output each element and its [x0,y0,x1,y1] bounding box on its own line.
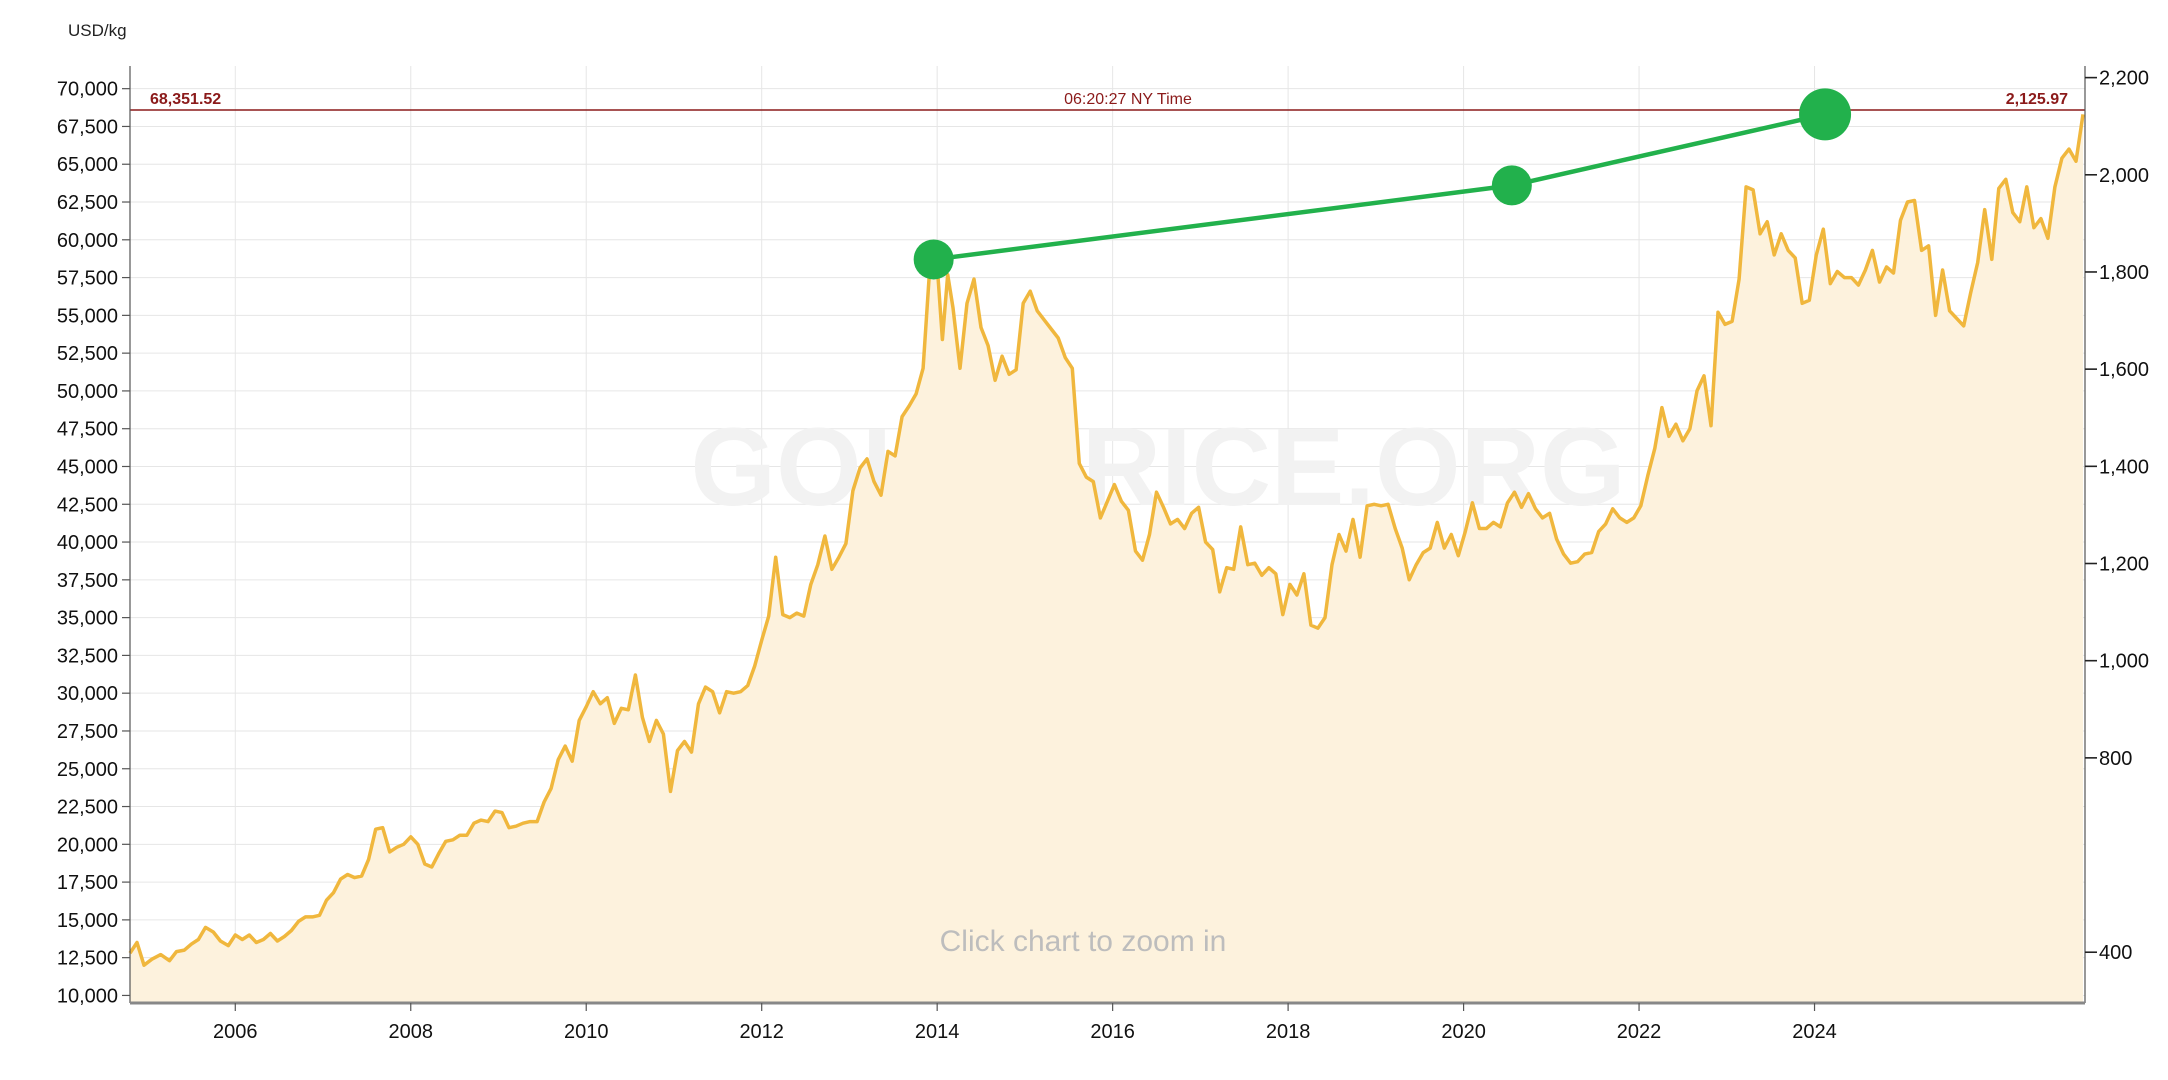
y-right-tick-label: 1,000 [2099,651,2149,673]
y-left-tick-label: 30,000 [57,683,118,705]
y-left-tick-label: 32,500 [57,645,118,667]
x-tick-label: 2014 [915,1021,960,1043]
y-right-tick-label: 1,800 [2099,262,2149,284]
current-time: 06:20:27 NY Time [1064,91,1192,108]
y-left-tick-label: 10,000 [57,985,118,1007]
unit-label: USD/kg [68,21,127,40]
y-left-tick-label: 12,500 [57,948,118,970]
y-left-tick-label: 50,000 [57,381,118,403]
x-tick-label: 2008 [389,1021,434,1043]
x-tick-label: 2024 [1792,1021,1837,1043]
x-tick-label: 2016 [1090,1021,1135,1043]
y-left-tick-label: 52,500 [57,343,118,365]
y-left-tick-label: 17,500 [57,872,118,894]
y-axis-left: 10,000 12,500 15,000 17,500 20,000 22,500 25,0… [57,79,130,1007]
y-left-tick-label: 45,000 [57,456,118,478]
y-left-tick-label: 42,500 [57,494,118,516]
price-line [128,114,2085,967]
x-tick-label: 2012 [739,1021,784,1043]
trend-markers [913,88,1852,280]
y-left-tick-label: 20,000 [57,834,118,856]
y-left-tick-label: 25,000 [57,759,118,781]
y-right-tick-label: 1,600 [2099,359,2149,381]
x-tick-label: 2010 [564,1021,609,1043]
y-left-tick-label: 35,000 [57,608,118,630]
y-left-tick-label: 27,500 [57,721,118,743]
zoom-hint[interactable]: Click chart to zoom in [940,925,1227,958]
x-axis: 2006 2008 2010 2012 2014 2016 2018 2020 2022 2024 [213,1003,1837,1043]
y-right-tick-label: 2,200 [2099,68,2149,90]
x-tick-label: 2018 [1266,1021,1311,1043]
y-left-tick-label: 55,000 [57,305,118,327]
y-left-tick-label: 47,500 [57,419,118,441]
y-left-tick-label: 57,500 [57,268,118,290]
y-left-tick-label: 65,000 [57,154,118,176]
x-tick-label: 2006 [213,1021,258,1043]
trend-marker [1491,165,1532,206]
x-tick-label: 2020 [1441,1021,1486,1043]
y-left-tick-label: 67,500 [57,116,118,138]
current-value-right: 2,125.97 [2006,91,2068,108]
y-right-tick-label: 2,000 [2099,165,2149,187]
trend-line-segment [1511,112,1826,188]
y-left-tick-label: 15,000 [57,910,118,932]
y-left-tick-label: 22,500 [57,797,118,819]
y-right-tick-label: 1,400 [2099,456,2149,478]
trend-marker [913,239,954,280]
y-right-tick-label: 400 [2099,942,2132,964]
x-tick-label: 2022 [1617,1021,1662,1043]
y-left-tick-label: 60,000 [57,230,118,252]
y-left-tick-label: 40,000 [57,532,118,554]
y-left-tick-label: 62,500 [57,192,118,214]
trend-line-segment [933,183,1513,262]
y-right-tick-label: 800 [2099,748,2132,770]
y-left-tick-label: 37,500 [57,570,118,592]
trend-marker [1799,88,1852,141]
current-value-left: 68,351.52 [150,91,221,108]
price-area [130,114,2083,1003]
y-right-tick-label: 1,200 [2099,554,2149,576]
y-axis-right: 400 800 1,000 1,200 1,400 1,600 1,800 2,000 2,20… [2085,68,2149,964]
y-left-tick-label: 70,000 [57,79,118,101]
